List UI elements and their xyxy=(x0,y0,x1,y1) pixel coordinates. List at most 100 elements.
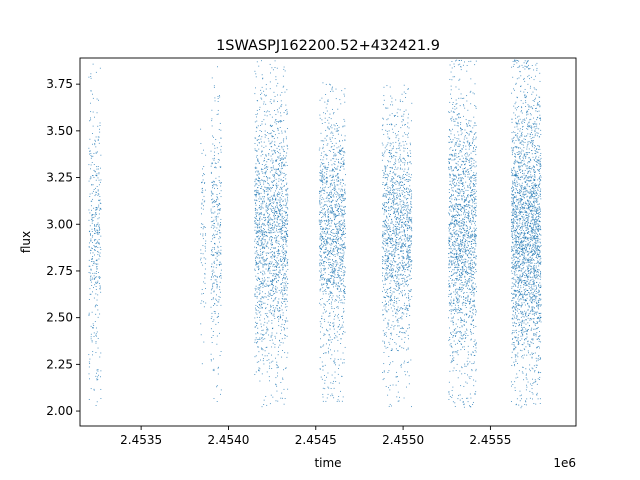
data-point xyxy=(320,276,322,277)
data-point xyxy=(324,213,326,215)
data-point xyxy=(324,214,326,216)
data-point xyxy=(326,330,328,331)
data-point xyxy=(263,192,265,194)
data-point xyxy=(99,207,101,209)
data-point xyxy=(321,242,323,244)
data-point xyxy=(321,327,323,329)
data-point xyxy=(281,213,283,215)
data-point xyxy=(404,235,406,237)
data-point xyxy=(343,220,345,222)
data-point xyxy=(274,278,275,280)
data-point xyxy=(382,275,383,277)
data-point xyxy=(383,213,385,215)
data-point xyxy=(389,270,391,271)
data-point xyxy=(328,279,330,281)
data-point xyxy=(256,218,258,220)
data-point xyxy=(88,373,90,375)
data-point xyxy=(98,226,100,228)
data-point xyxy=(275,265,277,267)
data-point xyxy=(331,220,333,222)
data-point xyxy=(279,307,281,309)
data-point xyxy=(257,171,259,173)
data-point xyxy=(407,371,408,373)
data-point xyxy=(259,260,261,262)
data-point xyxy=(204,268,206,270)
data-point xyxy=(211,125,213,127)
data-point xyxy=(282,246,284,248)
data-point xyxy=(319,199,321,201)
data-point xyxy=(323,241,325,243)
data-point xyxy=(323,208,325,210)
data-point xyxy=(283,324,285,326)
data-point xyxy=(334,222,335,224)
data-point xyxy=(328,299,330,300)
data-point xyxy=(343,232,345,234)
data-point xyxy=(341,179,343,181)
data-point xyxy=(339,275,341,277)
data-point xyxy=(410,260,412,262)
data-point xyxy=(278,263,280,265)
data-point xyxy=(342,232,344,234)
data-point xyxy=(392,258,394,259)
data-point xyxy=(213,136,214,138)
data-point xyxy=(337,282,339,284)
data-point xyxy=(259,290,261,292)
data-point xyxy=(407,255,409,257)
data-point xyxy=(394,189,396,191)
data-point xyxy=(338,126,340,128)
data-point xyxy=(325,244,327,246)
data-point xyxy=(282,200,284,202)
data-point xyxy=(276,282,278,284)
data-point xyxy=(97,139,99,141)
data-point xyxy=(256,109,258,111)
data-point xyxy=(396,396,398,398)
data-point xyxy=(406,211,408,213)
data-point xyxy=(200,252,202,254)
data-point xyxy=(390,297,391,299)
data-point xyxy=(335,225,337,227)
data-point xyxy=(286,128,288,129)
data-point xyxy=(279,165,280,167)
data-point xyxy=(344,184,346,186)
data-point xyxy=(343,242,345,244)
data-point xyxy=(344,246,346,248)
data-point xyxy=(322,228,324,229)
data-point xyxy=(88,259,90,261)
data-point xyxy=(326,397,328,399)
data-point xyxy=(325,247,327,249)
data-point xyxy=(325,180,327,182)
data-point xyxy=(389,180,391,182)
data-point xyxy=(407,126,408,128)
data-point xyxy=(263,334,265,335)
data-point xyxy=(210,360,212,362)
data-point xyxy=(344,206,346,208)
data-point xyxy=(333,154,335,156)
data-point xyxy=(408,127,410,129)
data-point xyxy=(400,216,402,218)
data-point xyxy=(275,285,277,287)
data-point xyxy=(272,283,274,285)
data-point xyxy=(211,312,213,314)
data-point xyxy=(339,229,341,231)
data-point xyxy=(281,233,282,235)
data-point xyxy=(396,320,398,322)
data-point xyxy=(322,277,324,279)
data-point xyxy=(264,355,266,357)
data-point xyxy=(392,384,394,386)
data-point xyxy=(319,236,321,238)
data-point xyxy=(393,145,394,147)
data-point xyxy=(272,136,274,137)
data-point xyxy=(327,372,329,374)
data-point xyxy=(323,268,325,270)
data-point xyxy=(391,113,393,115)
data-point xyxy=(283,210,285,212)
data-point xyxy=(386,243,388,245)
data-point xyxy=(282,269,284,271)
data-point xyxy=(321,259,323,261)
data-point xyxy=(321,97,323,99)
data-point xyxy=(271,167,273,169)
data-point xyxy=(392,272,394,274)
data-point xyxy=(330,146,332,148)
data-point xyxy=(256,183,258,185)
data-point xyxy=(400,160,402,162)
